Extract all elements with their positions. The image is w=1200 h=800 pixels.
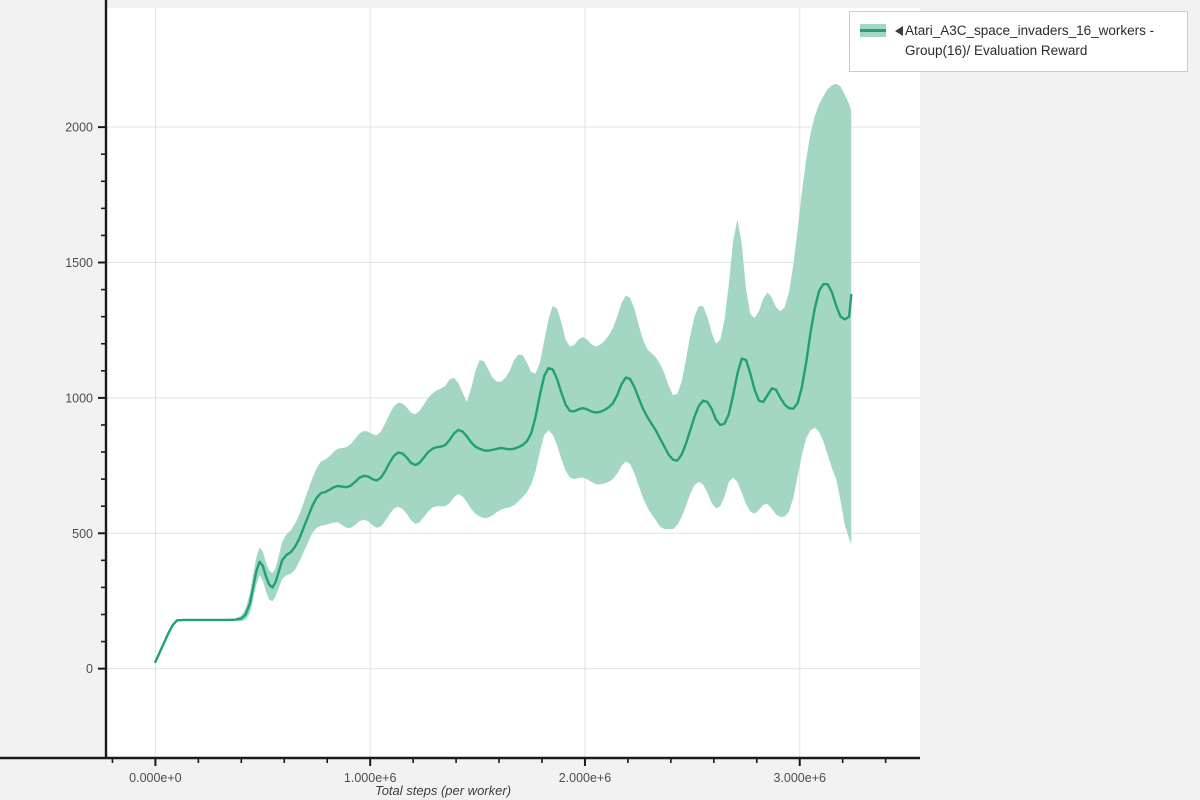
y-tick-label: 500	[72, 527, 93, 541]
x-tick-label: 0.000e+0	[129, 771, 182, 785]
legend-entry[interactable]: Atari_A3C_space_invaders_16_workers - Gr…	[860, 21, 1177, 61]
legend-label-line2: Evaluation Reward	[974, 43, 1088, 58]
triangle-left-icon	[895, 26, 903, 36]
y-tick-label: 2000	[65, 121, 93, 135]
chart-legend[interactable]: Atari_A3C_space_invaders_16_workers - Gr…	[849, 11, 1188, 72]
confidence-band	[155, 83, 852, 662]
tick-marks	[98, 126, 887, 766]
x-axis-title: Total steps (per worker)	[375, 783, 511, 798]
legend-color-swatch	[860, 23, 886, 38]
mean-line	[154, 282, 853, 664]
y-tick-label: 1000	[65, 391, 93, 405]
y-tick-label: 1500	[65, 256, 93, 270]
y-tick-label: 0	[86, 662, 93, 676]
legend-label-line1: Atari_A3C_space_invaders_16_workers - Gr…	[905, 23, 1155, 58]
x-tick-label: 2.000e+6	[559, 771, 612, 785]
legend-entry-label: Atari_A3C_space_invaders_16_workers - Gr…	[905, 21, 1177, 61]
x-tick-label: 1.000e+6	[344, 771, 397, 785]
tick-labels: 0 500 1000 1500 2000 0.000e+0 1.000e+6 2.000e+6…	[65, 121, 826, 785]
legend-line-swatch	[860, 29, 886, 32]
x-tick-label: 3.000e+6	[773, 771, 826, 785]
